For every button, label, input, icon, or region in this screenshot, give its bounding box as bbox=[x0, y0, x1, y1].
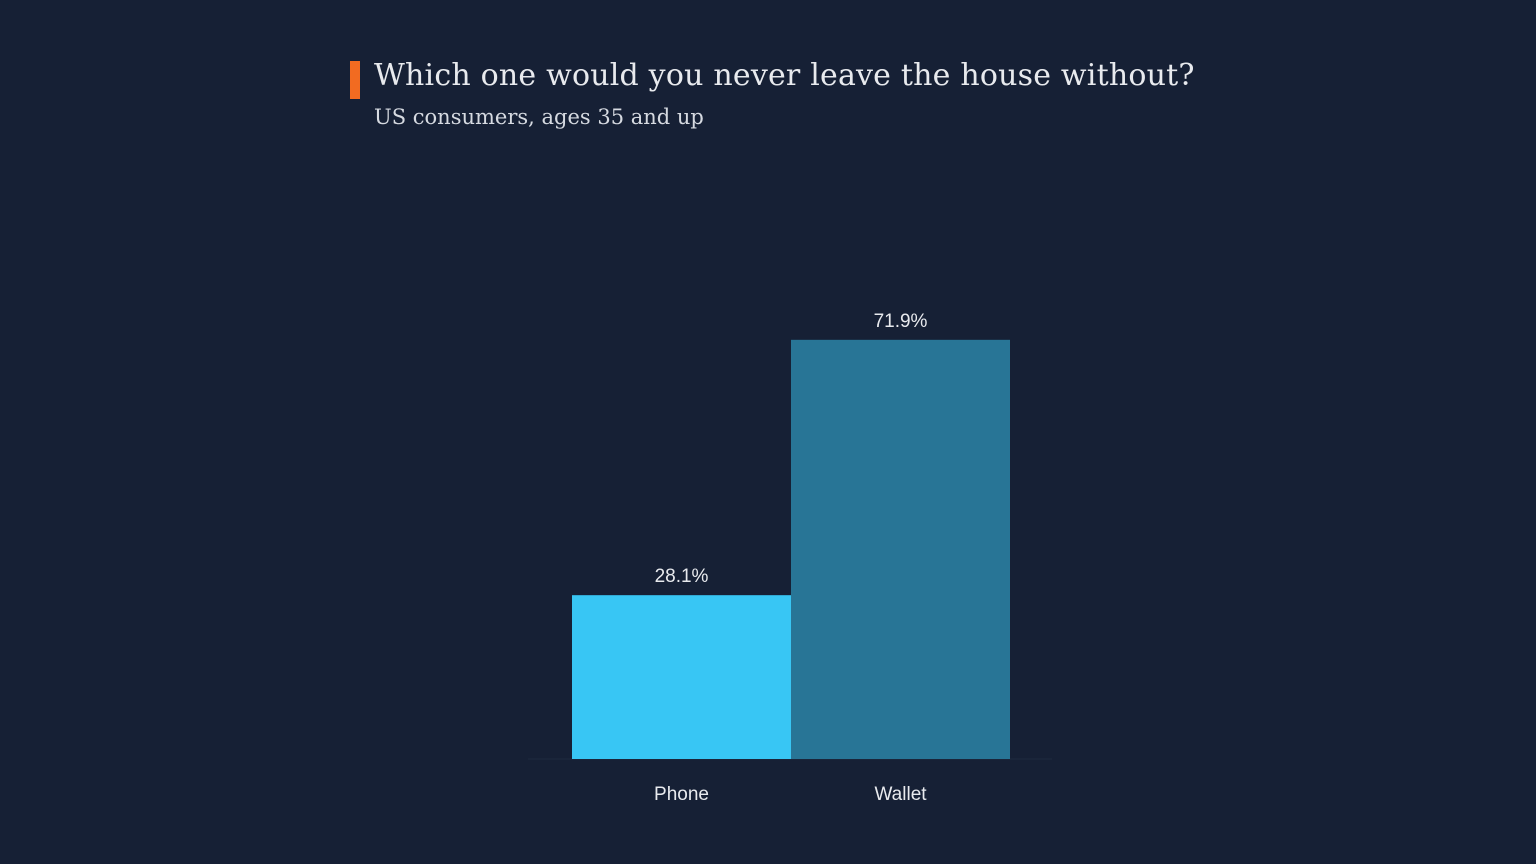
bars-group: 28.1% Phone 71.9% Wallet bbox=[572, 311, 1010, 805]
category-label-phone: Phone bbox=[654, 784, 709, 805]
value-label-wallet: 71.9% bbox=[874, 311, 928, 332]
category-label-wallet: Wallet bbox=[874, 784, 927, 805]
value-label-phone: 28.1% bbox=[655, 566, 709, 587]
bar-wallet bbox=[791, 339, 1010, 759]
chart-title: Which one would you never leave the hous… bbox=[374, 58, 1195, 93]
bar-phone bbox=[572, 595, 791, 759]
chart-subtitle: US consumers, ages 35 and up bbox=[374, 105, 704, 129]
title-accent-bar bbox=[350, 61, 360, 99]
